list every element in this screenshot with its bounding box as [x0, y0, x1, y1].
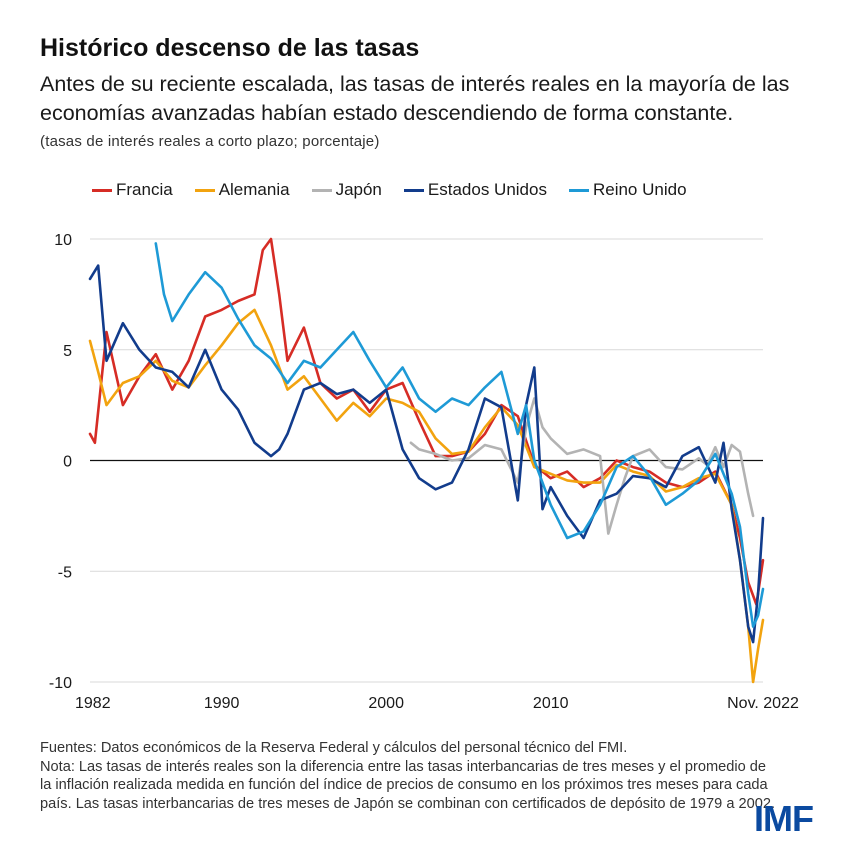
y-tick-label: -5: [58, 564, 72, 581]
x-tick-label: 1990: [204, 695, 240, 712]
imf-logo: IMF: [754, 798, 814, 839]
legend-item-japon: Japón: [311, 180, 382, 200]
series-line-estados-unidos: [88, 264, 765, 644]
legend-label: Japón: [335, 180, 382, 199]
legend-swatch: [311, 188, 332, 192]
chart-footnote: Fuentes: Datos económicos de la Reserva …: [40, 739, 780, 813]
footnote-sources: Fuentes: Datos económicos de la Reserva …: [40, 740, 628, 756]
legend-swatch: [403, 188, 424, 192]
y-tick-label: 5: [63, 343, 72, 360]
legend-item-alemania: Alemania: [194, 180, 290, 200]
y-tick-label: 10: [54, 232, 72, 249]
legend-item-estados-unidos: Estados Unidos: [403, 180, 547, 200]
chart-subtitle: Antes de su reciente escalada, las tasas…: [40, 72, 790, 125]
legend-label: Alemania: [218, 180, 290, 199]
legend-item-francia: Francia: [92, 180, 173, 200]
footnote-note: Nota: Las tasas de interés reales son la…: [40, 758, 776, 812]
legend-swatch: [194, 188, 215, 192]
chart-title: Histórico descenso de las tasas: [40, 34, 420, 62]
series-line-alemania: [88, 308, 765, 684]
legend-item-reino-unido: Reino Unido: [568, 180, 687, 200]
legend-swatch: [92, 188, 112, 192]
x-tick-label: 2010: [533, 695, 569, 712]
series-line-reino-unido: [154, 242, 765, 628]
x-tick-label: 1982: [75, 695, 111, 712]
legend-label: Francia: [116, 180, 173, 199]
x-tick-label: 2000: [368, 695, 404, 712]
chart-units-note: (tasas de interés reales a corto plazo; …: [40, 133, 380, 150]
y-tick-label: 0: [63, 454, 72, 471]
series-line-japon: [409, 397, 755, 535]
series-line-francia: [88, 237, 765, 606]
legend-label: Reino Unido: [592, 180, 687, 199]
legend-label: Estados Unidos: [427, 180, 547, 199]
legend-swatch: [568, 188, 589, 192]
y-tick-label: -10: [49, 675, 72, 692]
chart-legend: Francia Alemania Japón Estados Unidos Reino …: [92, 180, 709, 200]
x-tick-label: Nov. 2022: [727, 695, 799, 712]
